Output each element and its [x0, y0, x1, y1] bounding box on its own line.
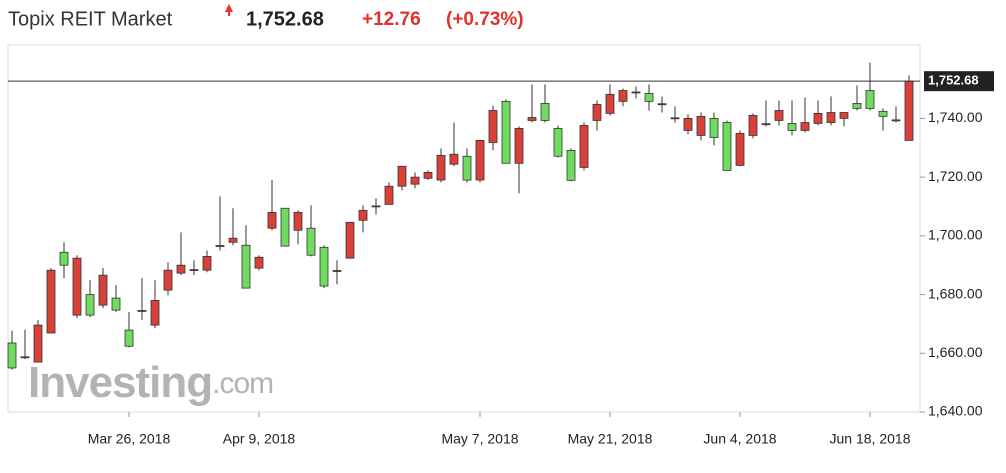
candle-body [85, 294, 95, 316]
candle-body [618, 90, 628, 102]
candle-body [865, 90, 875, 109]
candle-body [566, 150, 576, 181]
candle-body [319, 246, 329, 287]
watermark-main: Investing [28, 358, 212, 407]
last-price-box [924, 71, 994, 92]
candle-body [384, 185, 394, 205]
change: +12.76 [362, 9, 421, 30]
candle-body [787, 122, 797, 131]
candle-body [683, 118, 693, 131]
candle-body [358, 209, 368, 221]
candle-body [202, 255, 212, 271]
candle-body [800, 122, 810, 131]
change-percent: (+0.73%) [446, 9, 524, 30]
candle-body [33, 324, 43, 363]
candle-body [267, 211, 277, 229]
candle-body [7, 342, 17, 369]
candle-body [644, 93, 654, 102]
watermark: Investing.com [28, 358, 273, 407]
candle-body [59, 251, 69, 266]
last-price-label: 1,752.68 [928, 73, 979, 88]
watermark-suffix: .com [212, 367, 273, 400]
y-tick-label: 1,680.00 [928, 285, 983, 301]
candle-body [579, 125, 589, 168]
candle-body [735, 132, 745, 166]
y-tick-label: 1,700.00 [928, 227, 983, 243]
candle-body [605, 93, 615, 114]
candle-body [501, 100, 511, 164]
candle-body [111, 297, 121, 311]
candle-body [592, 103, 602, 121]
x-tick-label: May 21, 2018 [568, 431, 653, 447]
y-tick-label: 1,640.00 [928, 403, 983, 419]
candle-body [449, 153, 459, 165]
candle-body [540, 103, 550, 121]
candle-body [761, 123, 771, 126]
candle-body [410, 176, 420, 185]
x-tick-label: May 7, 2018 [441, 431, 518, 447]
up-icon [224, 3, 234, 16]
candle-body [709, 118, 719, 138]
candle-body [280, 207, 290, 247]
candle-body [722, 122, 732, 171]
candle-body [72, 257, 82, 316]
candle-body [124, 329, 134, 347]
y-tick-label: 1,720.00 [928, 168, 983, 184]
candle-body [423, 172, 433, 179]
x-tick-label: Mar 26, 2018 [88, 431, 171, 447]
plot-frame [7, 44, 921, 413]
candle-body [527, 117, 537, 121]
candle-body [254, 256, 264, 269]
x-tick-label: Jun 4, 2018 [703, 431, 776, 447]
x-tick-label: Apr 9, 2018 [223, 431, 296, 447]
candle-body [774, 110, 784, 121]
chart-title: Topix REIT Market [8, 8, 173, 30]
candle-body [631, 91, 641, 94]
candle-body [137, 310, 147, 312]
candle-body [150, 300, 160, 326]
candle-body [332, 270, 342, 272]
candle-body [839, 112, 849, 119]
candle-body [293, 211, 303, 231]
candle-body [189, 269, 199, 272]
y-tick-label: 1,660.00 [928, 344, 983, 360]
candle-body [813, 113, 823, 124]
candle-body [371, 205, 381, 208]
candle-body [241, 244, 251, 289]
x-tick-label: Jun 18, 2018 [830, 431, 911, 447]
candle-body [345, 221, 355, 259]
candle-body [176, 264, 186, 274]
candle-body [488, 110, 498, 143]
candle-body [46, 269, 56, 334]
candle-body [891, 119, 901, 122]
candle-body [98, 274, 108, 306]
candle-body [657, 103, 667, 106]
candle-body [20, 356, 30, 359]
candle-body [462, 155, 472, 181]
candle-body [748, 115, 758, 136]
candle-body [904, 80, 914, 141]
candle-body [852, 103, 862, 109]
candle-body [306, 227, 316, 256]
candle-body [696, 115, 706, 136]
candle-body [436, 154, 446, 181]
candle-body [475, 140, 485, 181]
candle-body [514, 127, 524, 164]
price: 1,752.68 [246, 8, 324, 30]
candle-body [670, 117, 680, 120]
candle-body [397, 165, 407, 187]
candle-body [878, 110, 888, 117]
candle-body [228, 237, 238, 243]
y-tick-label: 1,740.00 [928, 109, 983, 125]
candle-body [215, 245, 225, 247]
candle-body [163, 269, 173, 291]
candle-body [826, 112, 836, 123]
candle-body [553, 127, 563, 157]
